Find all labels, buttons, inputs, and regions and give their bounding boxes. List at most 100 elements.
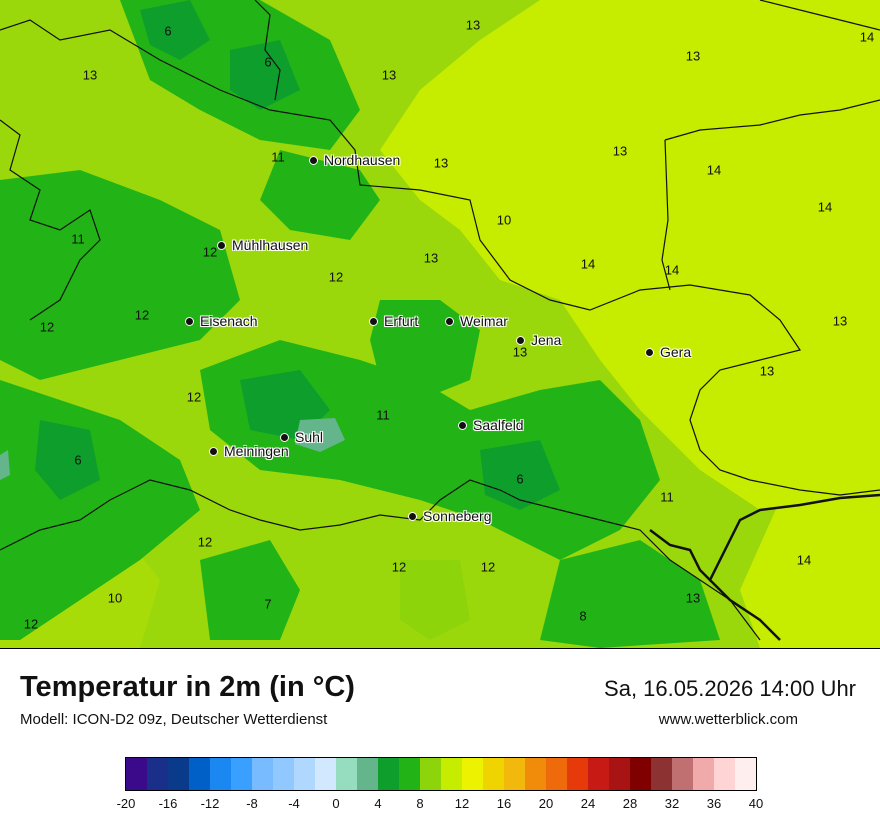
model-info: Modell: ICON-D2 09z, Deutscher Wetterdie… bbox=[20, 711, 328, 728]
map-footer: Temperatur in 2m (in °C) Modell: ICON-D2… bbox=[0, 649, 880, 830]
legend-swatch bbox=[378, 758, 399, 790]
legend-tick-label: 28 bbox=[622, 796, 638, 811]
city-marker[interactable]: Gera bbox=[645, 344, 691, 360]
city-name: Nordhausen bbox=[324, 152, 401, 168]
temperature-label: 12 bbox=[202, 244, 218, 260]
city-marker[interactable]: Saalfeld bbox=[458, 417, 524, 433]
temperature-map[interactable]: 6 6 13 13 13 13 14 11 13 13 14 14 10 11 12 13 14 14 12 12 12… bbox=[0, 0, 880, 649]
legend-tick-label: -8 bbox=[246, 796, 258, 811]
city-name: Saalfeld bbox=[473, 417, 524, 433]
legend-swatch bbox=[525, 758, 546, 790]
city-marker[interactable]: Sonneberg bbox=[408, 508, 492, 524]
temperature-label: 8 bbox=[579, 608, 587, 624]
city-name: Gera bbox=[660, 344, 692, 360]
temperature-label: 7 bbox=[264, 596, 272, 612]
legend-swatch bbox=[735, 758, 756, 790]
legend-swatch bbox=[168, 758, 189, 790]
temperature-label: 14 bbox=[664, 262, 680, 278]
temperature-label: 13 bbox=[433, 155, 449, 171]
temperature-label: 6 bbox=[264, 54, 272, 70]
legend-swatch bbox=[672, 758, 693, 790]
temperature-label: 13 bbox=[612, 143, 628, 159]
city-dot-icon bbox=[280, 432, 289, 442]
temperature-label: 11 bbox=[71, 231, 85, 247]
legend-swatch bbox=[420, 758, 441, 790]
legend-tick-label: -16 bbox=[158, 796, 178, 811]
legend-swatch bbox=[609, 758, 630, 790]
legend-swatch bbox=[504, 758, 525, 790]
legend-tick-label: 20 bbox=[538, 796, 554, 811]
temperature-label: 10 bbox=[496, 212, 512, 228]
city-name: Suhl bbox=[295, 429, 324, 445]
temperature-label: 12 bbox=[391, 559, 407, 575]
temperature-label: 6 bbox=[164, 23, 172, 39]
temperature-label: 13 bbox=[832, 313, 848, 329]
legend-swatch bbox=[336, 758, 357, 790]
temperature-label: 11 bbox=[271, 149, 285, 165]
city-dot-icon bbox=[408, 511, 417, 521]
legend-swatch bbox=[357, 758, 378, 790]
city-dot-icon bbox=[217, 240, 226, 250]
city-name: Weimar bbox=[460, 313, 508, 329]
legend-tick-label: 8 bbox=[416, 796, 424, 811]
legend-swatch bbox=[294, 758, 315, 790]
temperature-label: 14 bbox=[859, 29, 875, 45]
temperature-label: 12 bbox=[328, 269, 344, 285]
legend-swatch bbox=[630, 758, 651, 790]
legend-swatch bbox=[126, 758, 147, 790]
temperature-label: 12 bbox=[39, 319, 55, 335]
city-marker[interactable]: Erfurt bbox=[369, 313, 418, 329]
city-marker[interactable]: Mühlhausen bbox=[217, 237, 308, 253]
legend-tick-label: 40 bbox=[748, 796, 764, 811]
temperature-label: 13 bbox=[381, 67, 397, 83]
legend-swatch bbox=[252, 758, 273, 790]
city-marker[interactable]: Suhl bbox=[280, 429, 323, 445]
legend-tick-label: 24 bbox=[580, 796, 596, 811]
temperature-label: 14 bbox=[580, 256, 596, 272]
map-canvas bbox=[0, 0, 880, 648]
legend-swatch bbox=[273, 758, 294, 790]
temperature-label: 14 bbox=[796, 552, 812, 568]
temperature-label: 10 bbox=[107, 590, 123, 606]
temperature-label: 13 bbox=[423, 250, 439, 266]
legend-swatch bbox=[315, 758, 336, 790]
temperature-label: 14 bbox=[706, 162, 722, 178]
legend-tick-label: 16 bbox=[496, 796, 512, 811]
legend-tick-label: 36 bbox=[706, 796, 722, 811]
legend-tick-label: 12 bbox=[454, 796, 470, 811]
website-link[interactable]: www.wetterblick.com bbox=[658, 711, 798, 728]
legend-swatch bbox=[651, 758, 672, 790]
temperature-label: 11 bbox=[376, 407, 390, 423]
temperature-label: 13 bbox=[685, 48, 701, 64]
city-marker[interactable]: Jena bbox=[516, 332, 561, 348]
legend-swatch bbox=[231, 758, 252, 790]
legend-swatch bbox=[588, 758, 609, 790]
temperature-label: 13 bbox=[465, 17, 481, 33]
city-dot-icon bbox=[445, 316, 454, 326]
city-dot-icon bbox=[645, 347, 654, 357]
legend-tick-label: -4 bbox=[288, 796, 300, 811]
city-name: Eisenach bbox=[200, 313, 258, 329]
legend-swatch bbox=[399, 758, 420, 790]
legend-swatch bbox=[462, 758, 483, 790]
legend-swatch bbox=[483, 758, 504, 790]
legend-tick-label: -20 bbox=[116, 796, 136, 811]
city-name: Sonneberg bbox=[423, 508, 492, 524]
temperature-label: 12 bbox=[186, 389, 202, 405]
legend-swatch bbox=[147, 758, 168, 790]
city-marker[interactable]: Weimar bbox=[445, 313, 508, 329]
temperature-label: 12 bbox=[197, 534, 213, 550]
legend-tick-label: 4 bbox=[374, 796, 382, 811]
legend-tick-label: 32 bbox=[664, 796, 680, 811]
temperature-label: 13 bbox=[685, 590, 701, 606]
city-name: Meiningen bbox=[224, 443, 289, 459]
city-dot-icon bbox=[185, 316, 194, 326]
city-marker[interactable]: Nordhausen bbox=[309, 152, 400, 168]
city-marker[interactable]: Eisenach bbox=[185, 313, 258, 329]
city-dot-icon bbox=[309, 155, 318, 165]
temperature-label: 13 bbox=[82, 67, 98, 83]
legend-swatch bbox=[714, 758, 735, 790]
city-dot-icon bbox=[209, 446, 218, 456]
temperature-label: 12 bbox=[134, 307, 150, 323]
city-marker[interactable]: Meiningen bbox=[209, 443, 289, 459]
